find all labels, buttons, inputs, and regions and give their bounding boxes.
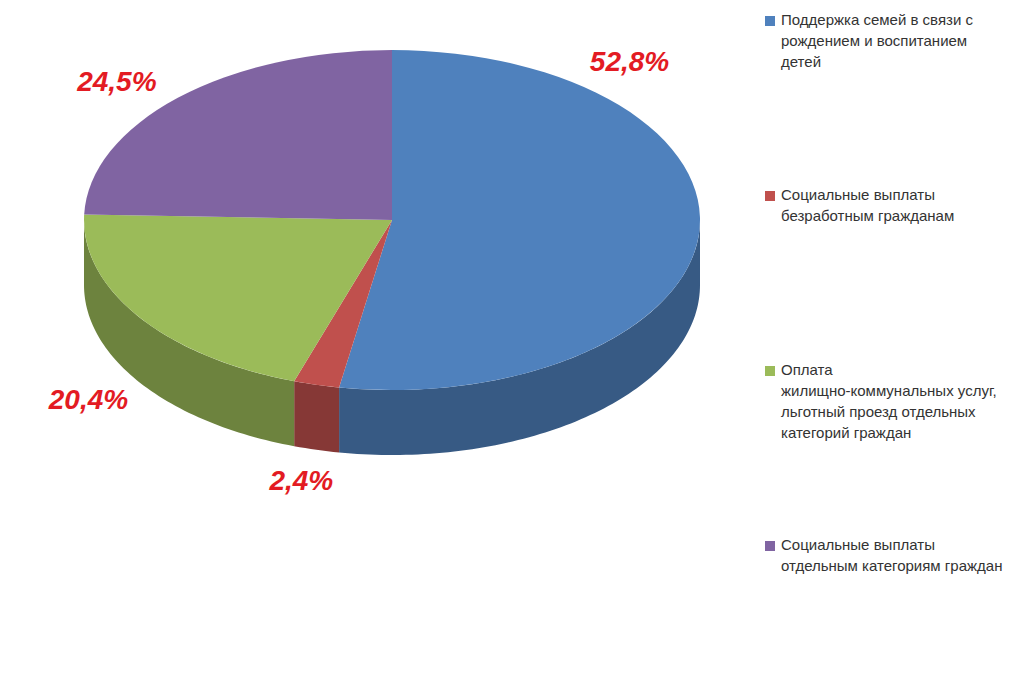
legend-label: Социальные выплатыбезработным гражданам [781,186,954,224]
legend-label: Оплатажилищно-коммунальных услуг,льготны… [781,361,997,441]
legend-swatch [765,191,775,201]
data-label: 52,8% [590,46,669,77]
legend: Поддержка семей в связи срождением и вос… [765,11,1002,574]
legend-label: Поддержка семей в связи срождением и вос… [781,11,973,70]
plot-area [84,50,700,455]
legend-label: Социальные выплатыотдельным категориям г… [781,536,1002,574]
data-label: 24,5% [76,66,156,97]
data-label: 2,4% [268,465,333,496]
pie-top [84,50,700,390]
pie-slice [339,50,700,390]
data-label: 20,4% [48,384,128,415]
legend-swatch [765,541,775,551]
pie-slice [84,214,392,381]
legend-swatch [765,366,775,376]
chart: 52,8% 2,4% 20,4% 24,5% Поддержка семей в свя… [0,0,1024,682]
data-labels: 52,8% 2,4% 20,4% 24,5% [48,46,670,496]
pie-slice-side [294,381,339,452]
legend-swatch [765,16,775,26]
